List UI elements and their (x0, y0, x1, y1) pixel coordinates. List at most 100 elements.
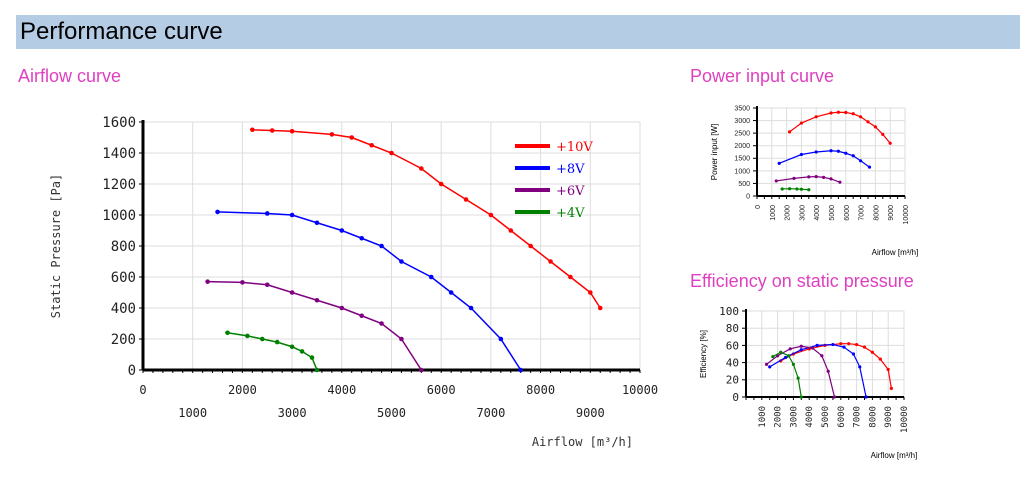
efficiency-data-point (870, 350, 875, 354)
airflow-data-point (289, 129, 295, 134)
power-data-point (859, 159, 863, 163)
power-data-point (787, 130, 792, 134)
airflow-data-point (329, 132, 335, 137)
airflow-x-tick-label: 9000 (576, 406, 605, 420)
efficiency-data-point (764, 362, 769, 366)
power-data-point (844, 151, 848, 155)
efficiency-data-point (799, 395, 803, 399)
airflow-data-point (588, 290, 593, 295)
power-y-tick-label: 3000 (734, 118, 750, 125)
power-data-point (859, 115, 863, 119)
airflow-y-title: Static Pressure [Pa] (49, 174, 63, 319)
airflow-data-point (359, 313, 364, 319)
efficiency-data-point (858, 365, 862, 369)
airflow-data-point (299, 349, 305, 354)
airflow-data-point (269, 128, 275, 133)
airflow-y-tick-label: 0 (128, 363, 136, 379)
airflow-data-point (314, 367, 320, 373)
efficiency-y-tick-label: 40 (726, 356, 739, 369)
efficiency-data-point (862, 345, 867, 349)
efficiency-data-point (788, 347, 792, 351)
power-data-point (777, 161, 781, 165)
power-y-title: Power input [W] (710, 124, 719, 180)
airflow-data-point (379, 243, 384, 249)
efficiency-data-point (826, 369, 830, 373)
airflow-data-point (264, 211, 270, 216)
power-data-point (807, 175, 811, 179)
airflow-data-point (314, 220, 320, 226)
efficiency-data-point (799, 348, 803, 352)
power-data-point (866, 120, 870, 124)
efficiency-x-title: Airflow [m³/h] (871, 451, 918, 460)
airflow-x-tick-label: 4000 (327, 383, 356, 397)
airflow-x-tick-label: 5000 (377, 406, 406, 420)
efficiency-y-tick-label: 60 (726, 339, 739, 352)
power-data-point (829, 111, 833, 115)
power-y-tick-label: 3500 (734, 105, 750, 112)
power-x-tick-label: 5000 (829, 205, 836, 221)
power-data-point (814, 115, 818, 119)
airflow-x-tick-label: 0 (139, 383, 146, 397)
efficiency-x-tick-label: 3000 (789, 406, 799, 428)
power-x-tick-label: 10000 (903, 205, 910, 225)
airflow-y-tick-label: 600 (111, 270, 136, 286)
airflow-data-point (419, 367, 424, 373)
power-data-point (829, 149, 833, 153)
airflow-data-point (215, 209, 220, 215)
airflow-data-point (438, 181, 444, 187)
power-data-point (799, 187, 804, 191)
power-series-line-plus10V (789, 111, 891, 144)
power-x-tick-label: 6000 (844, 205, 851, 221)
airflow-data-point (399, 259, 404, 264)
power-data-point (873, 125, 878, 129)
airflow-x-tick-label: 3000 (278, 406, 307, 420)
power-x-tick-label: 3000 (799, 205, 806, 221)
airflow-x-title: Airflow [m³/h] (532, 435, 633, 449)
airflow-data-point (448, 290, 454, 295)
legend-label: +4V (556, 206, 585, 221)
efficiency-data-point (799, 344, 803, 348)
page-title: Performance curve (20, 18, 223, 45)
power-data-point (799, 152, 804, 157)
power-data-point (888, 141, 892, 145)
airflow-data-point (264, 282, 270, 288)
efficiency-data-point (820, 354, 824, 358)
efficiency-data-point (815, 343, 819, 347)
airflow-data-point (498, 336, 504, 342)
efficiency-data-point (771, 354, 775, 359)
airflow-data-point (339, 305, 345, 311)
airflow-series-line-plus8V (217, 211, 522, 371)
airflow-data-point (463, 197, 469, 202)
efficiency-x-tick-label: 5000 (821, 406, 831, 428)
efficiency-data-point (851, 352, 856, 356)
airflow-y-tick-label: 800 (111, 239, 136, 255)
airflow-x-tick-label: 6000 (427, 383, 456, 397)
airflow-x-tick-label: 7000 (476, 406, 505, 420)
efficiency-x-tick-label: 1000 (758, 406, 768, 428)
legend-label: +6V (556, 184, 585, 199)
efficiency-data-point (787, 354, 791, 358)
efficiency-y-tick-label: 100 (719, 305, 739, 318)
efficiency-series-line-plus10V (780, 343, 892, 389)
efficiency-x-tick-label: 2000 (774, 406, 784, 428)
power-data-point (795, 187, 799, 191)
airflow-y-tick-label: 400 (111, 301, 136, 317)
airflow-data-point (468, 305, 474, 311)
power-x-title: Airflow [m³/h] (872, 248, 919, 257)
airflow-data-point (259, 336, 265, 342)
efficiency-data-point (832, 395, 837, 399)
efficiency-data-point (847, 342, 851, 346)
airflow-data-point (428, 274, 434, 280)
airflow-data-point (225, 330, 230, 336)
airflow-data-point (379, 321, 384, 326)
efficiency-y-tick-label: 0 (732, 391, 739, 404)
efficiency-data-point (768, 365, 772, 369)
power-x-tick-label: 0 (755, 205, 762, 209)
power-data-point (851, 112, 855, 116)
airflow-data-point (399, 336, 404, 342)
power-y-tick-label: 0 (746, 193, 750, 200)
efficiency-data-point (810, 346, 814, 350)
legend-label: +10V (556, 140, 593, 155)
efficiency-data-point (783, 355, 788, 360)
